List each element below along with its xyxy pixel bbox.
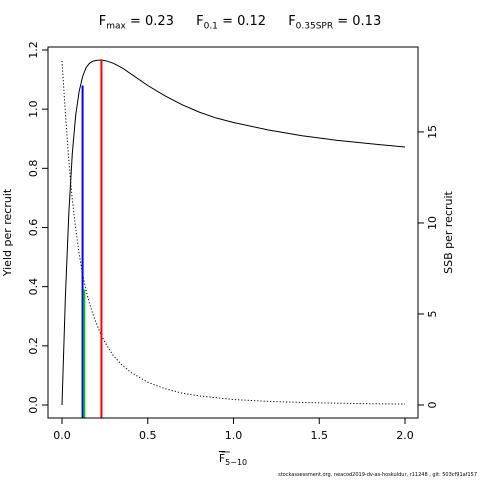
yield-per-recruit-line	[61, 59, 406, 406]
title-f01: F0.1 = 0.12	[196, 14, 267, 32]
y2-tick-label: 5	[426, 310, 439, 317]
y-tick-label: 0.4	[27, 278, 40, 296]
x-tick-label: 2.0	[396, 429, 414, 442]
chart-title: Fmax = 0.23 F0.1 = 0.12 F0.35SPR = 0.13	[0, 14, 480, 32]
y-tick-label: 0.2	[27, 337, 40, 355]
y-tick-label: 1.2	[27, 41, 40, 59]
y-tick-label: 0.0	[27, 396, 40, 414]
x-tick-label: 1.5	[311, 429, 329, 442]
x-axis-label: F5−10	[219, 452, 247, 467]
y2-tick-label: 15	[426, 125, 439, 139]
footer-note: stockassessment.org, neacod2019-dv-as-ho…	[278, 472, 477, 478]
x-tick-label: 0.0	[53, 429, 71, 442]
x-tick-label: 0.5	[139, 429, 157, 442]
y2-tick-label: 10	[426, 216, 439, 230]
y-axis-label: Yield per recruit	[1, 188, 14, 277]
title-f035spr: F0.35SPR = 0.13	[288, 14, 382, 32]
ssb-per-recruit-line	[61, 60, 406, 405]
y-tick-label: 1.0	[27, 100, 40, 118]
y2-tick-label: 0	[426, 402, 439, 409]
title-fmax: Fmax = 0.23	[98, 14, 174, 32]
y-tick-label: 0.8	[27, 160, 40, 178]
y2-axis-label: SSB per recruit	[442, 190, 455, 273]
plot-box	[47, 46, 419, 419]
y-tick-label: 0.6	[27, 219, 40, 237]
x-tick-label: 1.0	[225, 429, 243, 442]
